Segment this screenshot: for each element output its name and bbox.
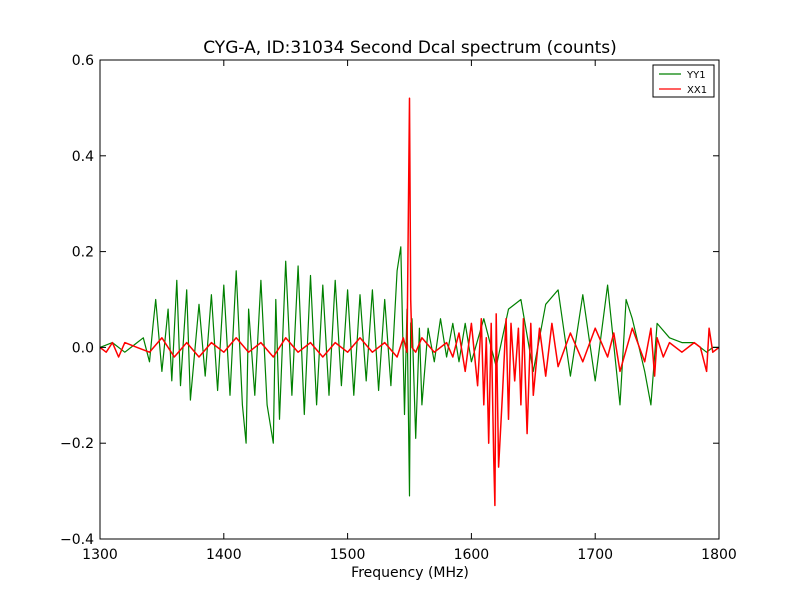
x-tick-label: 1500 <box>330 547 366 563</box>
y-tick-label: 0.6 <box>72 53 94 69</box>
x-tick-label: 1600 <box>454 547 490 563</box>
x-tick-label: 1800 <box>701 547 737 563</box>
x-tick-label: 1300 <box>82 547 118 563</box>
axes-frame <box>99 59 720 540</box>
x-tick-label: 1400 <box>206 547 242 563</box>
series-layer <box>99 97 720 507</box>
chart-title: CYG-A, ID:31034 Second Dcal spectrum (co… <box>203 38 617 58</box>
x-tick-label: 1700 <box>577 547 613 563</box>
legend-box <box>652 64 715 98</box>
x-axis-label: Frequency (MHz) <box>351 565 469 581</box>
y-tick-label: −0.2 <box>60 436 94 452</box>
y-tick-label: −0.4 <box>60 532 94 548</box>
y-tick-label: 0.0 <box>72 340 94 356</box>
y-tick-label: 0.4 <box>72 149 94 165</box>
series-line-yy1 <box>99 246 719 497</box>
ticks-layer: 1300 1400 1500 1600 1700 1800 −0.4 −0.2 0.0 0.2 0.… <box>60 53 737 563</box>
legend-label-yy1: YY1 <box>686 70 706 81</box>
series-line-xx1 <box>99 97 720 507</box>
y-tick-label: 0.2 <box>72 245 94 261</box>
legend-label-xx1: XX1 <box>687 85 707 96</box>
